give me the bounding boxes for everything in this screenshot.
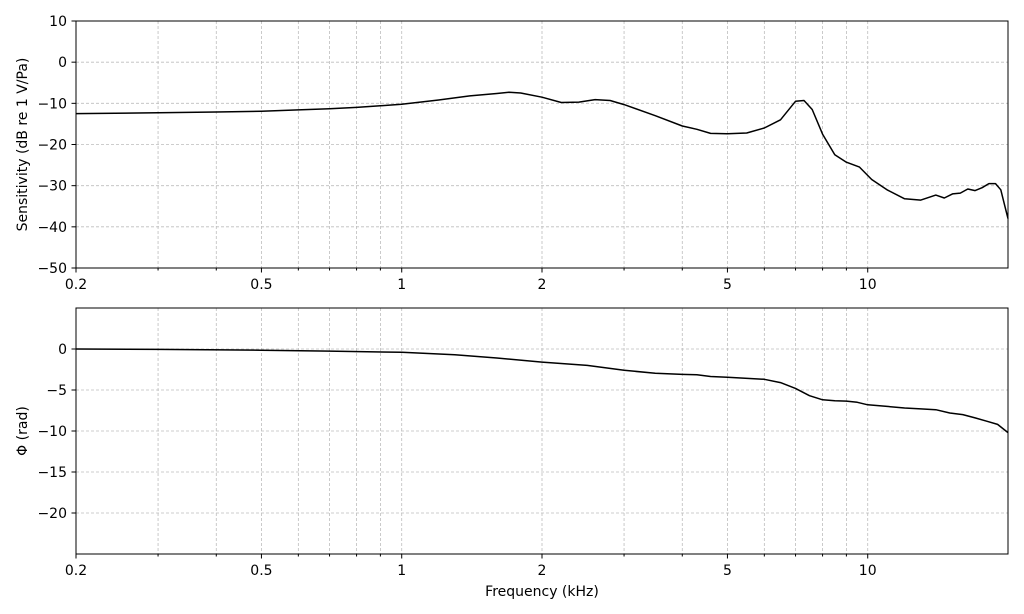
- phase-x-tick-label: 1: [397, 563, 406, 579]
- phase-y-tick-label: −15: [37, 465, 67, 481]
- sensitivity-line: [75, 91, 1009, 219]
- sensitivity-x-ticks: 0.2 0.5 1 2 5 10: [65, 268, 877, 293]
- sensitivity-x-tick-label: 1: [397, 277, 406, 293]
- phase-x-tick-label: 0.5: [250, 563, 272, 579]
- phase-x-ticks: 0.2 0.5 1 2 5 10: [65, 554, 877, 579]
- sensitivity-y-tick-label: −20: [37, 138, 67, 154]
- sensitivity-panel: 0.2 0.5 1 2 5 10 10 0 −10 −20 −30 −40 −50 Sensitivi…: [15, 14, 1009, 293]
- sensitivity-y-tick-label: −50: [37, 261, 67, 277]
- phase-y-ticks: 0 −5 −10 −15 −20: [37, 342, 76, 522]
- phase-y-tick-label: −10: [37, 424, 67, 440]
- sensitivity-x-tick-label: 2: [538, 277, 547, 293]
- phase-y-tick-label: −5: [46, 383, 67, 399]
- sensitivity-y-tick-label: −40: [37, 220, 67, 236]
- sensitivity-x-tick-label: 0.5: [250, 277, 272, 293]
- phase-x-tick-label: 5: [723, 563, 732, 579]
- phase-x-tick-label: 2: [538, 563, 547, 579]
- phase-x-axis-label: Frequency (kHz): [485, 584, 599, 600]
- phase-y-tick-label: −20: [37, 506, 67, 522]
- sensitivity-y-ticks: 10 0 −10 −20 −30 −40 −50: [37, 14, 76, 277]
- sensitivity-grid: [75, 20, 1008, 269]
- sensitivity-x-tick-label: 5: [723, 277, 732, 293]
- phase-line: [75, 348, 1009, 434]
- phase-x-tick-label: 0.2: [65, 563, 87, 579]
- phase-grid: [75, 308, 1008, 554]
- sensitivity-y-tick-label: 10: [49, 14, 67, 30]
- sensitivity-y-tick-label: 0: [58, 55, 67, 71]
- phase-x-tick-label: 10: [859, 563, 877, 579]
- phase-y-tick-label: 0: [58, 342, 67, 358]
- sensitivity-y-axis-label: Sensitivity (dB re 1 V/Pa): [15, 58, 31, 232]
- sensitivity-y-tick-label: −10: [37, 96, 67, 112]
- sensitivity-y-tick-label: −30: [37, 179, 67, 195]
- sensitivity-x-tick-label: 10: [859, 277, 877, 293]
- phase-panel: 0.2 0.5 1 2 5 10 0 −5 −10 −15 −20 Φ (rad) Frequen…: [15, 307, 1009, 600]
- phase-y-axis-label: Φ (rad): [15, 406, 31, 456]
- sensitivity-x-tick-label: 0.2: [65, 277, 87, 293]
